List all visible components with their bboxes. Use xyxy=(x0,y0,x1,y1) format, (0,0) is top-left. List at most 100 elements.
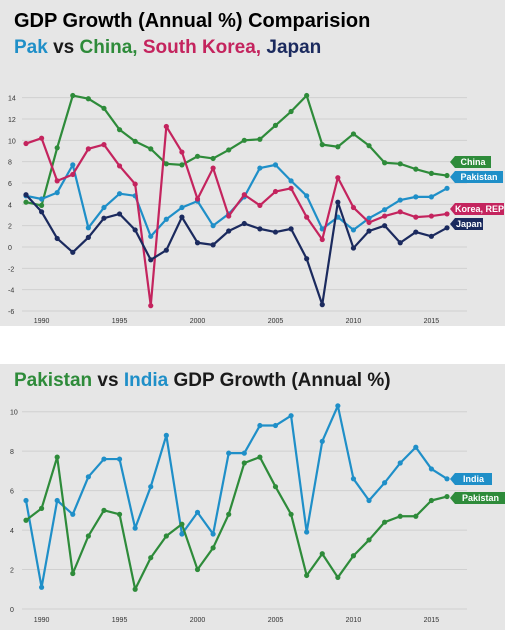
data-point-pakistan xyxy=(70,162,76,168)
data-point-pakistan xyxy=(382,207,388,213)
data-point-pakistan xyxy=(70,570,76,577)
data-point-india xyxy=(288,413,294,419)
x-tick-label: 2000 xyxy=(190,617,206,624)
data-point-pakistan xyxy=(101,507,107,513)
data-point-pakistan xyxy=(163,216,169,222)
data-point-korea-rep xyxy=(257,202,263,208)
data-point-india xyxy=(148,484,154,490)
series-line-pakistan xyxy=(25,455,448,591)
data-point-pakistan xyxy=(304,572,310,579)
data-point-pakistan xyxy=(85,533,91,539)
data-point-pakistan xyxy=(163,533,169,539)
data-point-pakistan xyxy=(350,227,357,233)
data-point-pakistan xyxy=(304,193,310,199)
data-point-japan xyxy=(241,220,247,227)
data-point-india xyxy=(226,450,232,456)
data-point-china xyxy=(397,161,403,167)
data-point-pakistan xyxy=(116,511,123,517)
data-point-india xyxy=(272,422,279,429)
data-point-korea-rep xyxy=(210,165,216,171)
data-point-china xyxy=(54,145,60,151)
x-tick-label: 2005 xyxy=(268,318,284,325)
x-tick-label: 2005 xyxy=(268,617,284,624)
data-point-china xyxy=(304,92,310,99)
bottom-line-chart: 0 2 4 6 8 10 1990 1995 2000 2005 2010 2015 India Paki… xyxy=(10,403,505,624)
data-point-korea-rep xyxy=(428,213,435,219)
data-point-japan xyxy=(382,223,388,229)
data-point-india xyxy=(350,476,357,482)
data-point-korea-rep xyxy=(163,123,169,130)
data-point-pakistan xyxy=(428,497,435,504)
title-part-india: India xyxy=(123,370,169,391)
data-point-korea-rep xyxy=(335,175,341,181)
data-point-korea-rep xyxy=(101,142,107,148)
data-point-india xyxy=(444,476,450,482)
data-point-china xyxy=(116,127,123,133)
data-point-korea-rep xyxy=(382,213,388,219)
data-point-japan xyxy=(319,302,325,308)
subtitle-part-japan: Japan xyxy=(266,37,322,58)
x-tick-label: 2015 xyxy=(424,617,440,624)
data-point-japan xyxy=(179,214,185,220)
data-point-india xyxy=(397,460,403,466)
x-tick-label: 2000 xyxy=(190,318,206,325)
y-tick-label: 6 xyxy=(10,489,14,496)
y-tick-label: 10 xyxy=(8,138,16,145)
data-point-india xyxy=(428,466,435,472)
data-point-pakistan xyxy=(382,519,388,525)
data-point-pakistan xyxy=(272,484,279,490)
data-point-pakistan xyxy=(38,196,45,202)
data-point-india xyxy=(335,403,341,409)
data-point-korea-rep xyxy=(70,171,76,178)
data-point-china xyxy=(194,153,201,159)
data-point-pakistan xyxy=(366,537,372,543)
data-point-pakistan xyxy=(101,204,107,211)
subtitle-part-china: China, xyxy=(79,37,143,58)
data-point-japan xyxy=(428,233,435,239)
data-point-korea-rep xyxy=(54,178,60,184)
data-point-india xyxy=(382,480,388,486)
top-chart-subtitle: Pak vs China, South Korea, Japan xyxy=(14,37,321,59)
y-tick-label: 8 xyxy=(8,160,12,167)
data-point-korea-rep xyxy=(366,219,372,226)
series-line-india xyxy=(24,404,448,589)
data-point-china xyxy=(226,147,232,153)
data-point-korea-rep xyxy=(116,163,123,169)
y-tick-label: 10 xyxy=(10,410,18,417)
data-point-india xyxy=(70,511,76,517)
data-point-pakistan xyxy=(210,545,216,551)
data-point-india xyxy=(23,497,29,504)
series-tag-japan xyxy=(450,218,483,230)
title-part-pakistan: Pakistan xyxy=(14,370,93,391)
series-line-korea-rep xyxy=(25,125,448,307)
data-point-korea-rep xyxy=(148,303,154,309)
y-tick-label: 4 xyxy=(10,528,14,535)
data-point-india xyxy=(413,444,419,450)
data-point-korea-rep xyxy=(226,213,232,219)
data-point-japan xyxy=(288,226,294,232)
data-point-pakistan xyxy=(194,566,201,573)
data-point-japan xyxy=(101,215,107,221)
data-point-pakistan xyxy=(226,511,232,517)
y-tick-label: -2 xyxy=(8,266,14,273)
y-tick-label: 12 xyxy=(8,117,16,124)
data-point-china xyxy=(70,92,76,99)
data-point-korea-rep xyxy=(397,209,403,215)
data-point-china xyxy=(179,162,185,168)
series-label-china: China xyxy=(460,157,486,167)
data-point-china xyxy=(366,143,372,149)
data-point-china xyxy=(288,108,294,115)
data-point-pakistan xyxy=(319,551,325,557)
data-point-japan xyxy=(38,209,45,215)
data-point-korea-rep xyxy=(304,214,310,220)
series-tag-korea-rep xyxy=(450,203,504,215)
data-point-pakistan xyxy=(85,225,91,231)
data-point-china xyxy=(257,136,263,142)
data-point-pakistan xyxy=(179,204,185,211)
data-point-pakistan xyxy=(179,521,185,527)
y-tick-label: 14 xyxy=(8,96,16,103)
x-tick-label: 2015 xyxy=(424,318,440,325)
data-point-pakistan xyxy=(257,165,263,171)
data-point-japan xyxy=(116,211,123,217)
data-point-japan xyxy=(194,240,201,246)
